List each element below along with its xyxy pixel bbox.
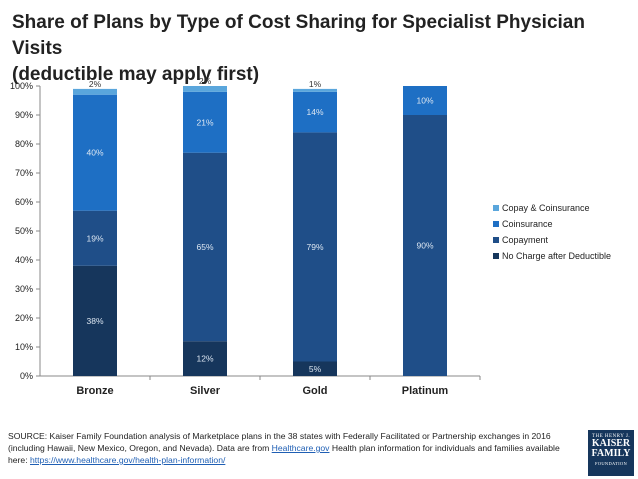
logo-line-4: FOUNDATION bbox=[595, 461, 627, 466]
source-text-2: Health plan information for individuals … bbox=[8, 443, 560, 465]
logo-line-2: KAISER bbox=[591, 438, 631, 449]
y-tick-label: 40% bbox=[15, 255, 33, 265]
bar-segment bbox=[293, 88, 337, 92]
legend-swatch bbox=[493, 253, 499, 259]
legend-label: No Charge after Deductible bbox=[502, 251, 611, 261]
healthcare-gov-link[interactable]: Healthcare.gov bbox=[271, 443, 330, 453]
data-label: 14% bbox=[306, 107, 323, 117]
data-label: 79% bbox=[306, 242, 323, 252]
legend-label: Copayment bbox=[502, 235, 549, 245]
x-tick-label: Bronze bbox=[76, 385, 113, 397]
data-label: 2% bbox=[89, 79, 102, 89]
bar-segment bbox=[73, 265, 117, 376]
bar-segment bbox=[293, 91, 337, 133]
y-tick-label: 70% bbox=[15, 168, 33, 178]
y-tick-label: 20% bbox=[15, 313, 33, 323]
y-tick-label: 90% bbox=[15, 110, 33, 120]
legend-swatch bbox=[493, 205, 499, 211]
y-tick-label: 60% bbox=[15, 197, 33, 207]
x-tick-label: Silver bbox=[190, 385, 221, 397]
bar-segment bbox=[73, 94, 117, 211]
data-label: 5% bbox=[309, 364, 322, 374]
bar-segment bbox=[183, 86, 227, 92]
chart-title: Share of Plans by Type of Cost Sharing f… bbox=[12, 10, 612, 88]
data-label: 38% bbox=[86, 316, 103, 326]
x-tick-label: Platinum bbox=[402, 385, 449, 397]
data-label: 90% bbox=[416, 241, 433, 251]
source-note: SOURCE: Kaiser Family Foundation analysi… bbox=[8, 430, 568, 466]
bar-segment bbox=[183, 341, 227, 376]
legend-label: Coinsurance bbox=[502, 219, 553, 229]
kff-logo: THE HENRY J. KAISER FAMILY FOUNDATION bbox=[588, 430, 634, 476]
data-label: 40% bbox=[86, 148, 103, 158]
y-tick-label: 30% bbox=[15, 284, 33, 294]
y-tick-label: 50% bbox=[15, 226, 33, 236]
data-label: 10% bbox=[416, 96, 433, 106]
y-tick-label: 0% bbox=[20, 371, 33, 381]
legend-swatch bbox=[493, 237, 499, 243]
bar-segment bbox=[73, 210, 117, 266]
data-label: 19% bbox=[86, 233, 103, 243]
legend-label: Copay & Coinsurance bbox=[502, 203, 590, 213]
bar-segment bbox=[73, 88, 117, 95]
stacked-bar-chart: 0% 10% 20% 30% 40% 50% 60% 70% 80% 90% 100% 38% 19% 4… bbox=[10, 76, 611, 397]
bar-segment bbox=[293, 361, 337, 376]
source-text-1: SOURCE: Kaiser Family Foundation analysi… bbox=[8, 431, 551, 453]
logo-line-1: THE HENRY J. bbox=[591, 434, 631, 439]
data-label: 65% bbox=[196, 242, 213, 252]
y-tick-label: 10% bbox=[15, 342, 33, 352]
bar-segment bbox=[403, 86, 447, 115]
data-label: 2% bbox=[199, 76, 212, 86]
x-tick-label: Gold bbox=[302, 385, 327, 397]
chart-title-line-1: Share of Plans by Type of Cost Sharing f… bbox=[12, 12, 585, 59]
chart-title-line-2: (deductible may apply first) bbox=[12, 64, 260, 85]
bar-segment bbox=[293, 132, 337, 362]
data-label: 12% bbox=[196, 354, 213, 364]
bar-segment bbox=[183, 91, 227, 153]
legend-swatch bbox=[493, 221, 499, 227]
logo-line-3: FAMILY bbox=[591, 448, 631, 459]
bar-segment bbox=[183, 152, 227, 342]
bar-segment bbox=[403, 115, 447, 376]
data-label: 1% bbox=[309, 79, 322, 89]
data-label: 21% bbox=[196, 117, 213, 127]
y-tick-label: 100% bbox=[10, 81, 33, 91]
health-plan-information-link[interactable]: https://www.healthcare.gov/health-plan-i… bbox=[29, 455, 226, 465]
y-tick-label: 80% bbox=[15, 139, 33, 149]
